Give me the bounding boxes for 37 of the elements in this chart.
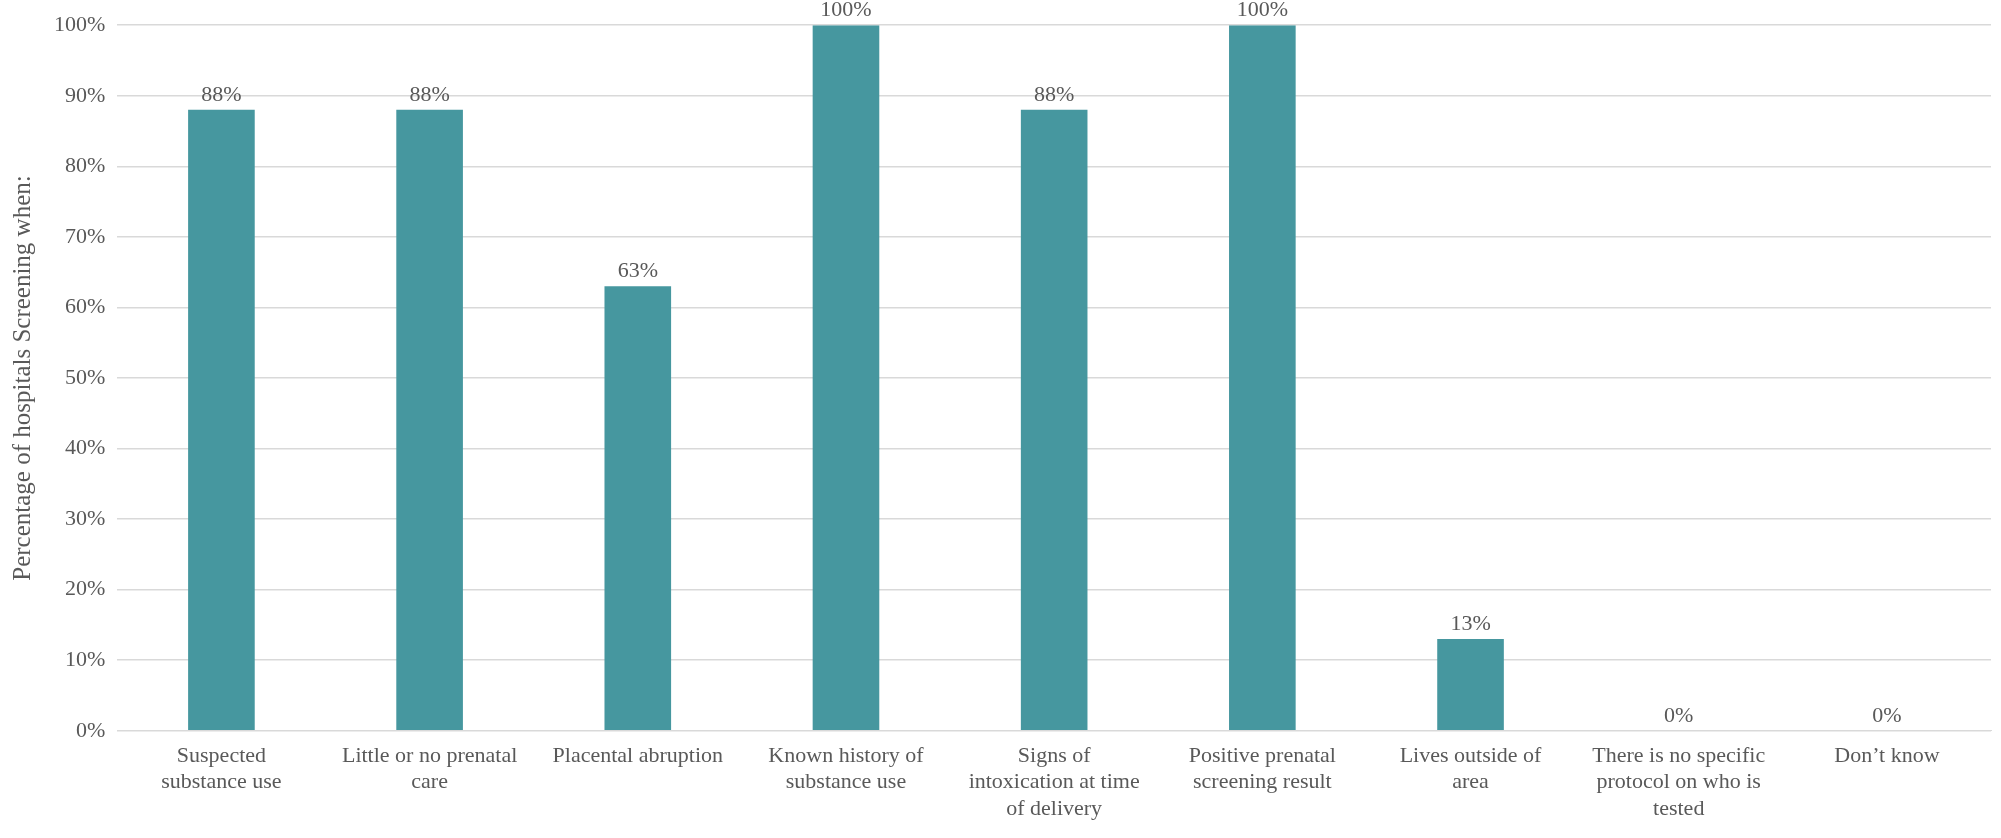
y-tick-label: 0% [76, 716, 106, 742]
data-label: 63% [617, 257, 658, 283]
x-tick-label: There is no specific protocol on who is tested [1592, 741, 1766, 820]
y-tick-label: 60% [65, 293, 106, 319]
bar [1437, 639, 1504, 731]
y-tick-label: 80% [65, 152, 106, 178]
x-tick-label: Lives outside of area [1399, 741, 1543, 794]
bar [1020, 109, 1088, 731]
data-label: 100% [1236, 0, 1289, 21]
y-tick-label: 10% [65, 646, 106, 672]
data-label: 0% [1872, 701, 1902, 727]
bar [604, 286, 672, 731]
y-axis-title: Percentage of hospitals Screening when: [7, 175, 35, 581]
x-tick-label: Known history of substance use [768, 741, 925, 794]
y-tick-label: 50% [65, 363, 106, 389]
data-label: 88% [1034, 80, 1075, 106]
data-label: 0% [1664, 701, 1694, 727]
y-tick-label: 40% [65, 434, 106, 460]
x-tick-label: Don’t know [1834, 741, 1940, 767]
data-label: 88% [201, 80, 242, 106]
x-tick-label: Signs of intoxication at time of delivery [968, 741, 1140, 820]
data-label: 13% [1450, 609, 1491, 635]
x-tick-label: Suspected substance use [161, 741, 282, 794]
data-label: 100% [820, 0, 872, 21]
bar [188, 109, 255, 731]
bar [812, 25, 880, 731]
x-tick-label: Positive prenatal screening result [1188, 741, 1336, 794]
bar [1229, 25, 1296, 731]
y-tick-label: 20% [65, 575, 106, 601]
y-tick-label: 100% [54, 10, 106, 36]
bar [396, 109, 463, 731]
y-tick-label: 70% [65, 222, 106, 248]
x-tick-label: Placental abruption [552, 741, 724, 767]
y-tick-label: 30% [65, 504, 106, 530]
x-tick-label: Little or no prenatal care [341, 741, 518, 794]
y-tick-label: 90% [65, 81, 106, 107]
data-label: 88% [409, 80, 450, 106]
